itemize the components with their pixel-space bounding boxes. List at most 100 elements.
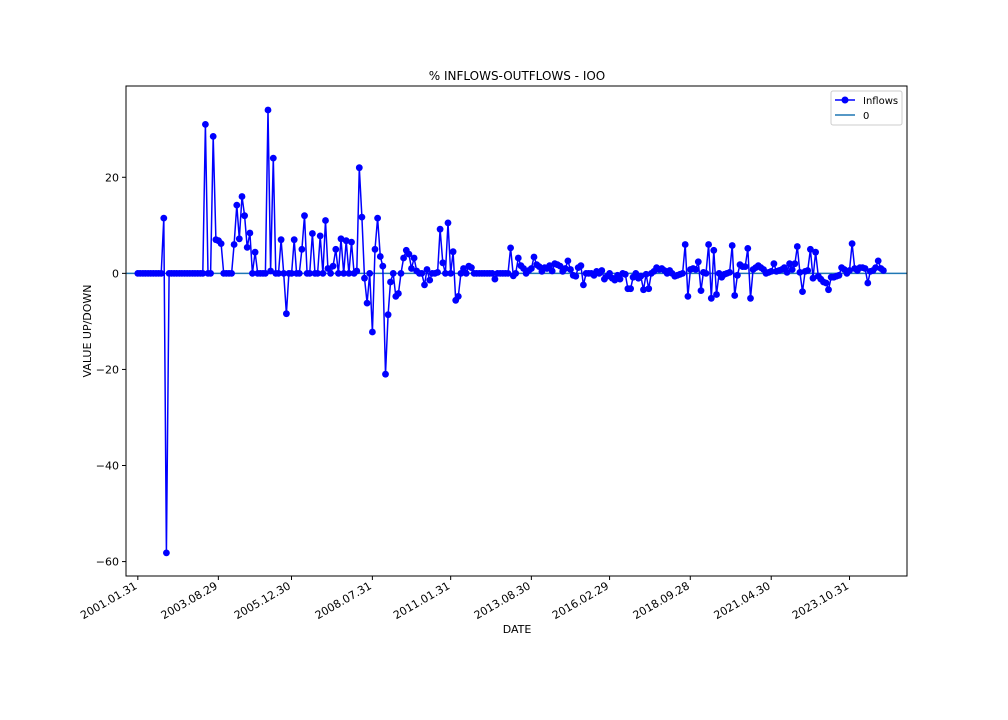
data-point — [332, 245, 340, 253]
data-point — [861, 265, 869, 272]
data-point — [710, 246, 718, 254]
data-point — [316, 232, 324, 240]
data-point — [235, 235, 243, 243]
data-point — [512, 270, 520, 277]
data-point — [564, 257, 572, 265]
data-point — [491, 275, 499, 283]
data-point — [449, 248, 457, 256]
data-point — [342, 237, 350, 245]
data-point — [770, 260, 778, 268]
data-point — [707, 294, 715, 302]
data-point — [280, 270, 288, 277]
data-point — [241, 212, 249, 220]
data-point — [825, 286, 832, 294]
data-point — [548, 267, 556, 275]
data-point — [744, 245, 752, 252]
data-point — [251, 248, 259, 256]
y-tick-label: −40 — [96, 460, 119, 473]
data-point — [442, 270, 449, 277]
data-point — [642, 270, 650, 278]
data-point — [217, 240, 225, 248]
data-point — [796, 269, 804, 276]
data-point — [786, 260, 793, 268]
data-point — [504, 270, 512, 277]
legend: Inflows 0 — [830, 90, 903, 126]
data-point — [163, 549, 170, 557]
data-point — [561, 265, 569, 272]
legend-inflows-label: Inflows — [863, 96, 898, 107]
data-point — [488, 270, 496, 277]
data-point — [290, 236, 298, 244]
data-point — [556, 262, 564, 270]
data-point — [348, 238, 355, 246]
data-point — [387, 278, 394, 286]
data-point — [580, 281, 587, 289]
data-point — [238, 193, 246, 200]
data-point — [616, 275, 624, 283]
data-point — [577, 262, 585, 270]
data-point — [439, 259, 447, 267]
data-point — [160, 214, 168, 222]
data-point — [209, 133, 217, 140]
data-point — [314, 270, 321, 277]
data-point — [277, 236, 285, 244]
data-point — [418, 270, 426, 277]
data-point — [395, 290, 402, 297]
data-point — [366, 270, 374, 277]
data-point — [747, 294, 754, 302]
data-point — [355, 164, 363, 172]
data-point — [298, 245, 306, 253]
plot-frame — [125, 85, 908, 577]
data-point — [713, 291, 720, 298]
data-point — [434, 269, 441, 276]
data-point — [246, 229, 254, 237]
data-point — [267, 267, 274, 275]
data-point — [340, 270, 348, 277]
data-point — [369, 328, 376, 336]
data-point — [793, 243, 801, 250]
data-point — [384, 311, 392, 319]
data-point — [627, 285, 634, 293]
data-point — [374, 214, 381, 222]
data-point — [327, 270, 334, 277]
legend-zero-label: 0 — [863, 111, 869, 122]
data-point — [264, 106, 272, 114]
data-point — [288, 270, 295, 277]
data-point — [598, 267, 606, 274]
data-point — [361, 274, 368, 282]
data-point — [809, 274, 817, 282]
data-point — [269, 154, 277, 162]
data-point — [202, 121, 209, 128]
data-point — [528, 265, 535, 272]
data-point — [692, 266, 700, 273]
legend-inflows-marker — [841, 96, 849, 104]
data-point — [371, 245, 379, 253]
data-point — [702, 270, 710, 277]
data-point — [295, 270, 303, 277]
data-point — [812, 248, 819, 256]
data-point — [275, 270, 282, 277]
y-tick-label: −60 — [96, 556, 119, 569]
data-point — [410, 254, 418, 262]
data-point — [468, 264, 475, 271]
data-point — [848, 240, 856, 248]
data-point — [640, 286, 647, 294]
data-point — [621, 270, 629, 278]
x-axis-label: DATE — [503, 623, 532, 636]
data-point — [846, 267, 853, 274]
data-point — [530, 253, 538, 261]
data-point — [872, 264, 879, 271]
data-point — [157, 270, 165, 277]
data-point — [572, 272, 580, 280]
data-point — [767, 268, 775, 275]
y-axis: 20 0 −20 −40 −60 — [96, 171, 126, 569]
data-point — [382, 370, 389, 378]
data-point — [249, 270, 256, 277]
chart-title: % INFLOWS-OUTFLOWS - IOO — [429, 69, 606, 83]
data-point — [804, 267, 812, 274]
y-axis-label: VALUE UP/DOWN — [81, 284, 94, 377]
inflows-markers — [134, 106, 887, 557]
data-point — [400, 254, 407, 262]
data-point — [462, 270, 470, 277]
